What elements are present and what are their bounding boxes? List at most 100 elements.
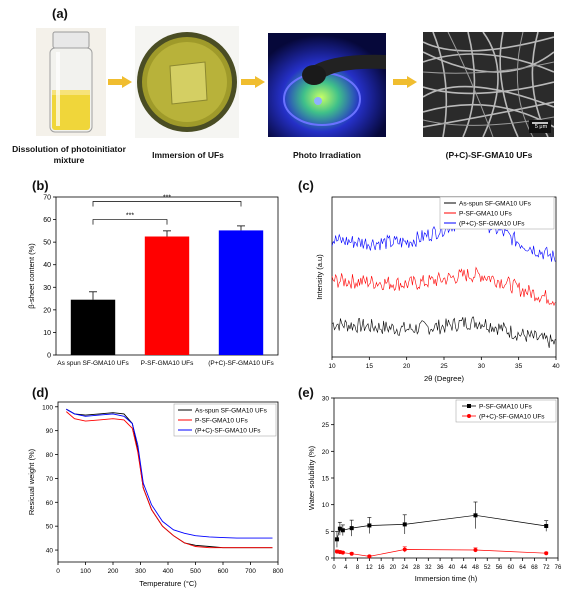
y-tick-label: 5 [325,529,329,536]
legend-marker [467,414,471,418]
y-axis-label: Intensity (a.u) [315,254,324,300]
x-tick-label: 60 [507,565,514,571]
x-tick-label: As spun SF-GMA10 UFs [57,360,129,367]
x-tick-label: 20 [390,565,397,571]
x-tick-label: 52 [484,565,491,571]
y-tick-label: 40 [46,548,54,555]
data-point [544,524,549,528]
y-tick-label: 80 [46,452,54,459]
data-point [402,547,407,552]
panel-label-b: (b) [32,178,49,193]
x-tick-label: 100 [80,568,91,575]
y-tick-label: 15 [322,476,330,483]
x-tick-label: 500 [190,568,201,575]
legend-box [455,399,557,423]
data-point [340,528,345,533]
x-tick-label: 76 [555,565,562,571]
x-tick-label: 32 [425,565,432,571]
x-tick-label: 30 [478,363,486,370]
series-line [66,408,273,539]
panel-label-e: (e) [298,385,314,400]
y-tick-label: 100 [42,404,53,411]
x-tick-label: 16 [378,565,385,571]
y-tick-label: 30 [43,285,51,292]
x-tick-label: 44 [460,565,467,571]
x-tick-label: 10 [328,363,336,370]
arrow-right-icon [241,76,265,88]
series-line [66,411,273,549]
data-point [544,551,549,556]
x-tick-label: 28 [413,565,420,571]
legend-label: (P+C)-SF-GMA10 UFs [479,414,545,421]
data-point [402,522,407,527]
x-tick-label: 700 [245,568,256,575]
arrow-right-icon [108,76,132,88]
x-tick-label: 8 [356,565,360,571]
bar [144,236,190,355]
y-tick-label: 60 [43,217,51,224]
caption-immersion: Immersion of UFs [152,150,224,160]
legend-marker [467,404,471,408]
legend-label: P-SF-GMA10 UFs [195,418,248,425]
significance-bracket [92,201,242,207]
data-point [367,523,372,528]
significance-bracket [92,219,168,225]
x-tick-label: 600 [218,568,229,575]
legend-label: As-spun SF-GMA10 UFs [195,408,268,415]
x-tick-label: 68 [531,565,538,571]
x-axis-label: Immersion time (h) [415,574,478,583]
uv-irradiation-photo [268,33,386,137]
x-tick-label: 36 [437,565,444,571]
x-tick-label: 0 [332,565,336,571]
y-tick-label: 40 [43,262,51,269]
data-point [349,551,354,556]
panel-label-c: (c) [298,178,314,193]
data-point [473,548,478,552]
sem-image: 5 μm [423,32,554,137]
x-tick-label: 200 [108,568,119,575]
series-line [331,266,556,307]
data-point [367,554,372,559]
y-tick-label: 20 [43,307,51,314]
y-tick-label: 10 [322,502,330,509]
y-tick-label: 50 [46,524,54,531]
y-tick-label: 10 [43,330,51,337]
data-point [349,526,354,531]
panel-label-d: (d) [32,385,49,400]
x-tick-label: 48 [472,565,479,571]
x-tick-label: 35 [515,363,523,370]
data-point [337,526,342,531]
x-tick-label: 25 [440,363,448,370]
x-tick-label: 4 [344,565,348,571]
y-tick-label: 0 [325,556,329,563]
x-tick-label: 800 [273,568,284,575]
x-axis-label: Temperature (°C) [139,579,197,588]
x-tick-label: P-SF-GMA10 UFs [141,360,194,367]
data-point [473,513,478,518]
tga-line-chart: 0 100 200 300 400 500 600 700 800 40 50 60 70 80 90 100… [27,401,284,588]
legend-label: (P+C)-SF-GMA10 UFs [195,428,261,435]
scalebar-label: 5 μm [534,124,548,130]
legend-label: (P+C)-SF-GMA10 UFs [459,221,525,228]
x-tick-label: 20 [403,363,411,370]
x-tick-label: (P+C)-SF-GMA10 UFs [208,360,274,367]
y-axis-label: β-sheet content (%) [27,243,36,309]
beta-sheet-bar-chart: 0 10 20 30 40 50 60 70 β-sheet content (%) As spu… [27,195,279,367]
x-tick-label: 24 [401,565,408,571]
x-axis-label: 2θ (Degree) [424,374,465,383]
x-tick-label: 300 [135,568,146,575]
vial-photo [36,28,106,136]
caption-final-ufs: (P+C)-SF-GMA10 UFs [445,150,533,160]
x-tick-label: 12 [366,565,373,571]
legend-label: As-spun SF-GMA10 UFs [459,201,532,208]
x-tick-label: 400 [163,568,174,575]
y-tick-label: 70 [43,195,51,202]
y-tick-label: 25 [322,422,330,429]
bar [218,230,264,355]
x-tick-label: 72 [543,565,550,571]
y-tick-label: 0 [47,353,51,360]
arrow-right-icon [393,76,417,88]
water-solubility-chart: 0 4 8 12 16 20 24 28 32 36 40 44 48 52 56 60 64 68 72 76051… [307,396,562,584]
y-axis-label: Resicual weight (%) [27,448,36,515]
x-tick-label: 0 [56,568,60,575]
